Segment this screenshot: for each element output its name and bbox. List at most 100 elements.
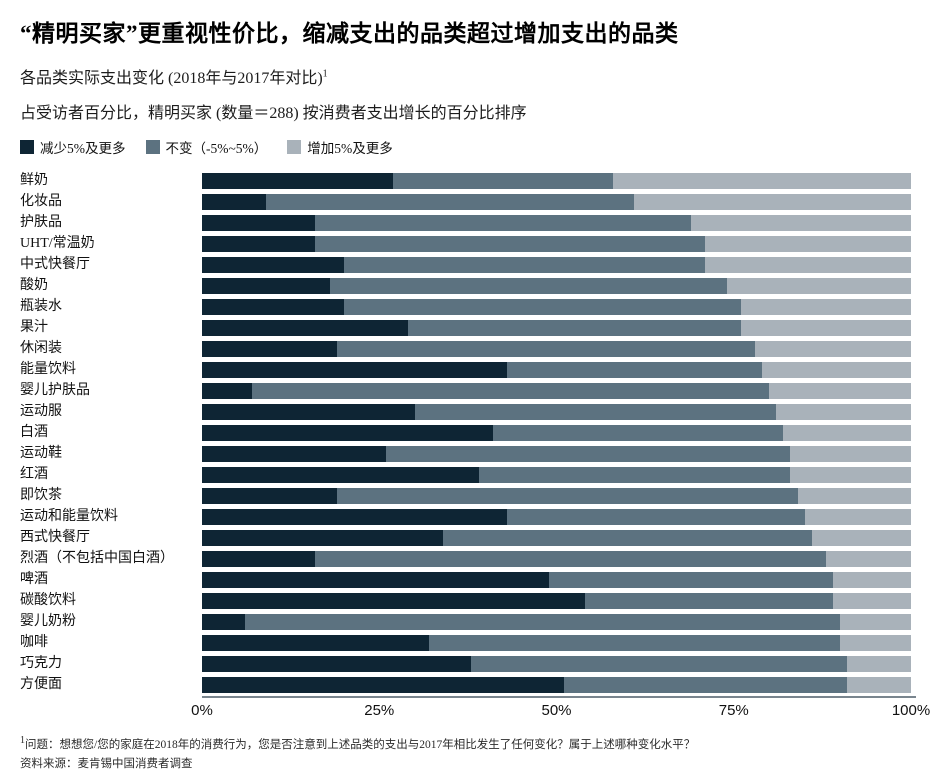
bar-track: [202, 529, 911, 546]
category-label: 方便面: [20, 677, 62, 692]
chart-row: 中式快餐厅: [20, 254, 928, 275]
chart-row: 碳酸饮料: [20, 590, 928, 611]
chart-row: 烈酒（不包括中国白酒）: [20, 548, 928, 569]
bar-segment-increase: [847, 655, 911, 672]
bar-segment-no-change: [244, 613, 841, 630]
bar-segment-no-change: [251, 382, 770, 399]
bar-segment-decrease: [202, 361, 507, 378]
bar-segment-no-change: [315, 214, 692, 231]
category-label: 能量饮料: [20, 362, 76, 377]
chart-row: 啤酒: [20, 569, 928, 590]
category-label: 巧克力: [20, 656, 62, 671]
category-label: 红酒: [20, 467, 48, 482]
bar-segment-decrease: [202, 508, 507, 525]
bar-track: [202, 235, 911, 252]
bar-segment-decrease: [202, 571, 550, 588]
footnote: 1问题：想想您/您的家庭在2018年的消费行为，您是否注意到上述品类的支出与20…: [20, 732, 928, 754]
bar-segment-no-change: [315, 550, 826, 567]
category-label: 即饮茶: [20, 488, 62, 503]
category-label: 护肤品: [20, 215, 62, 230]
bar-segment-decrease: [202, 592, 585, 609]
bar-segment-no-change: [443, 529, 812, 546]
chart-row: 能量饮料: [20, 359, 928, 380]
bar-segment-decrease: [202, 256, 344, 273]
bar-track: [202, 571, 911, 588]
footnote-marker: 1: [322, 68, 328, 80]
bar-segment-decrease: [202, 487, 337, 504]
bar-segment-no-change: [471, 655, 848, 672]
chart-row: 即饮茶: [20, 485, 928, 506]
bar-segment-no-change: [265, 193, 635, 210]
chart-row: 运动服: [20, 401, 928, 422]
bar-track: [202, 487, 911, 504]
chart-row: 休闲装: [20, 338, 928, 359]
chart-row: 酸奶: [20, 275, 928, 296]
bar-segment-decrease: [202, 424, 493, 441]
x-axis-tick-label: 100%: [891, 702, 931, 719]
bar-segment-no-change: [336, 340, 755, 357]
bar-segment-decrease: [202, 319, 408, 336]
bar-track: [202, 655, 911, 672]
bar-track: [202, 214, 911, 231]
chart-row: 鲜奶: [20, 170, 928, 191]
chart-row: 咖啡: [20, 632, 928, 653]
bar-segment-no-change: [386, 445, 791, 462]
chart-row: 西式快餐厅: [20, 527, 928, 548]
bar-track: [202, 193, 911, 210]
category-label: 婴儿护肤品: [20, 383, 90, 398]
legend-label-increase: 增加5%及更多: [307, 141, 393, 156]
bar-segment-increase: [740, 319, 911, 336]
bar-segment-decrease: [202, 172, 394, 189]
bar-segment-no-change: [428, 634, 841, 651]
bar-segment-increase: [634, 193, 911, 210]
bar-segment-decrease: [202, 235, 316, 252]
bar-track: [202, 508, 911, 525]
chart-row: 婴儿奶粉: [20, 611, 928, 632]
bar-segment-decrease: [202, 214, 316, 231]
bar-segment-no-change: [549, 571, 833, 588]
bar-segment-increase: [847, 676, 911, 693]
bar-segment-no-change: [492, 424, 784, 441]
bar-segment-increase: [705, 256, 911, 273]
category-label: 鲜奶: [20, 173, 48, 188]
category-label: 果汁: [20, 320, 48, 335]
bar-segment-increase: [804, 508, 911, 525]
bar-track: [202, 634, 911, 651]
category-label: 化妆品: [20, 194, 62, 209]
bar-segment-increase: [840, 613, 911, 630]
chart-row: 瓶装水: [20, 296, 928, 317]
bar-segment-decrease: [202, 193, 266, 210]
bar-segment-increase: [811, 529, 911, 546]
bar-segment-decrease: [202, 277, 330, 294]
bar-segment-increase: [613, 172, 911, 189]
bar-segment-increase: [797, 487, 911, 504]
bar-segment-decrease: [202, 403, 415, 420]
x-axis-tick-label: 0%: [191, 702, 213, 719]
bar-segment-increase: [776, 403, 911, 420]
bar-track: [202, 172, 911, 189]
bar-segment-increase: [691, 214, 911, 231]
chart-row: 方便面: [20, 674, 928, 695]
category-label: 啤酒: [20, 572, 48, 587]
bar-track: [202, 319, 911, 336]
x-axis-tick-label: 25%: [364, 702, 395, 719]
bar-segment-increase: [833, 571, 911, 588]
bar-segment-no-change: [414, 403, 777, 420]
category-label: 白酒: [20, 425, 48, 440]
bar-segment-decrease: [202, 550, 316, 567]
bar-segment-increase: [740, 298, 911, 315]
category-label: 碳酸饮料: [20, 593, 76, 608]
footnote-text: 问题：想想您/您的家庭在2018年的消费行为，您是否注意到上述品类的支出与201…: [25, 738, 696, 751]
bar-track: [202, 550, 911, 567]
source-line: 资料来源：麦肯锡中国消费者调查: [20, 757, 193, 770]
bar-track: [202, 592, 911, 609]
chart-row: 运动和能量饮料: [20, 506, 928, 527]
bar-track: [202, 340, 911, 357]
legend-item-increase: 增加5%及更多: [287, 137, 393, 157]
bar-segment-no-change: [563, 676, 848, 693]
legend-item-no-change: 不变（-5%~5%）: [145, 137, 268, 157]
category-label: UHT/常温奶: [20, 236, 95, 251]
bar-segment-no-change: [584, 592, 833, 609]
bar-segment-no-change: [506, 361, 763, 378]
legend-label-no-change: 不变（-5%~5%）: [165, 141, 268, 156]
